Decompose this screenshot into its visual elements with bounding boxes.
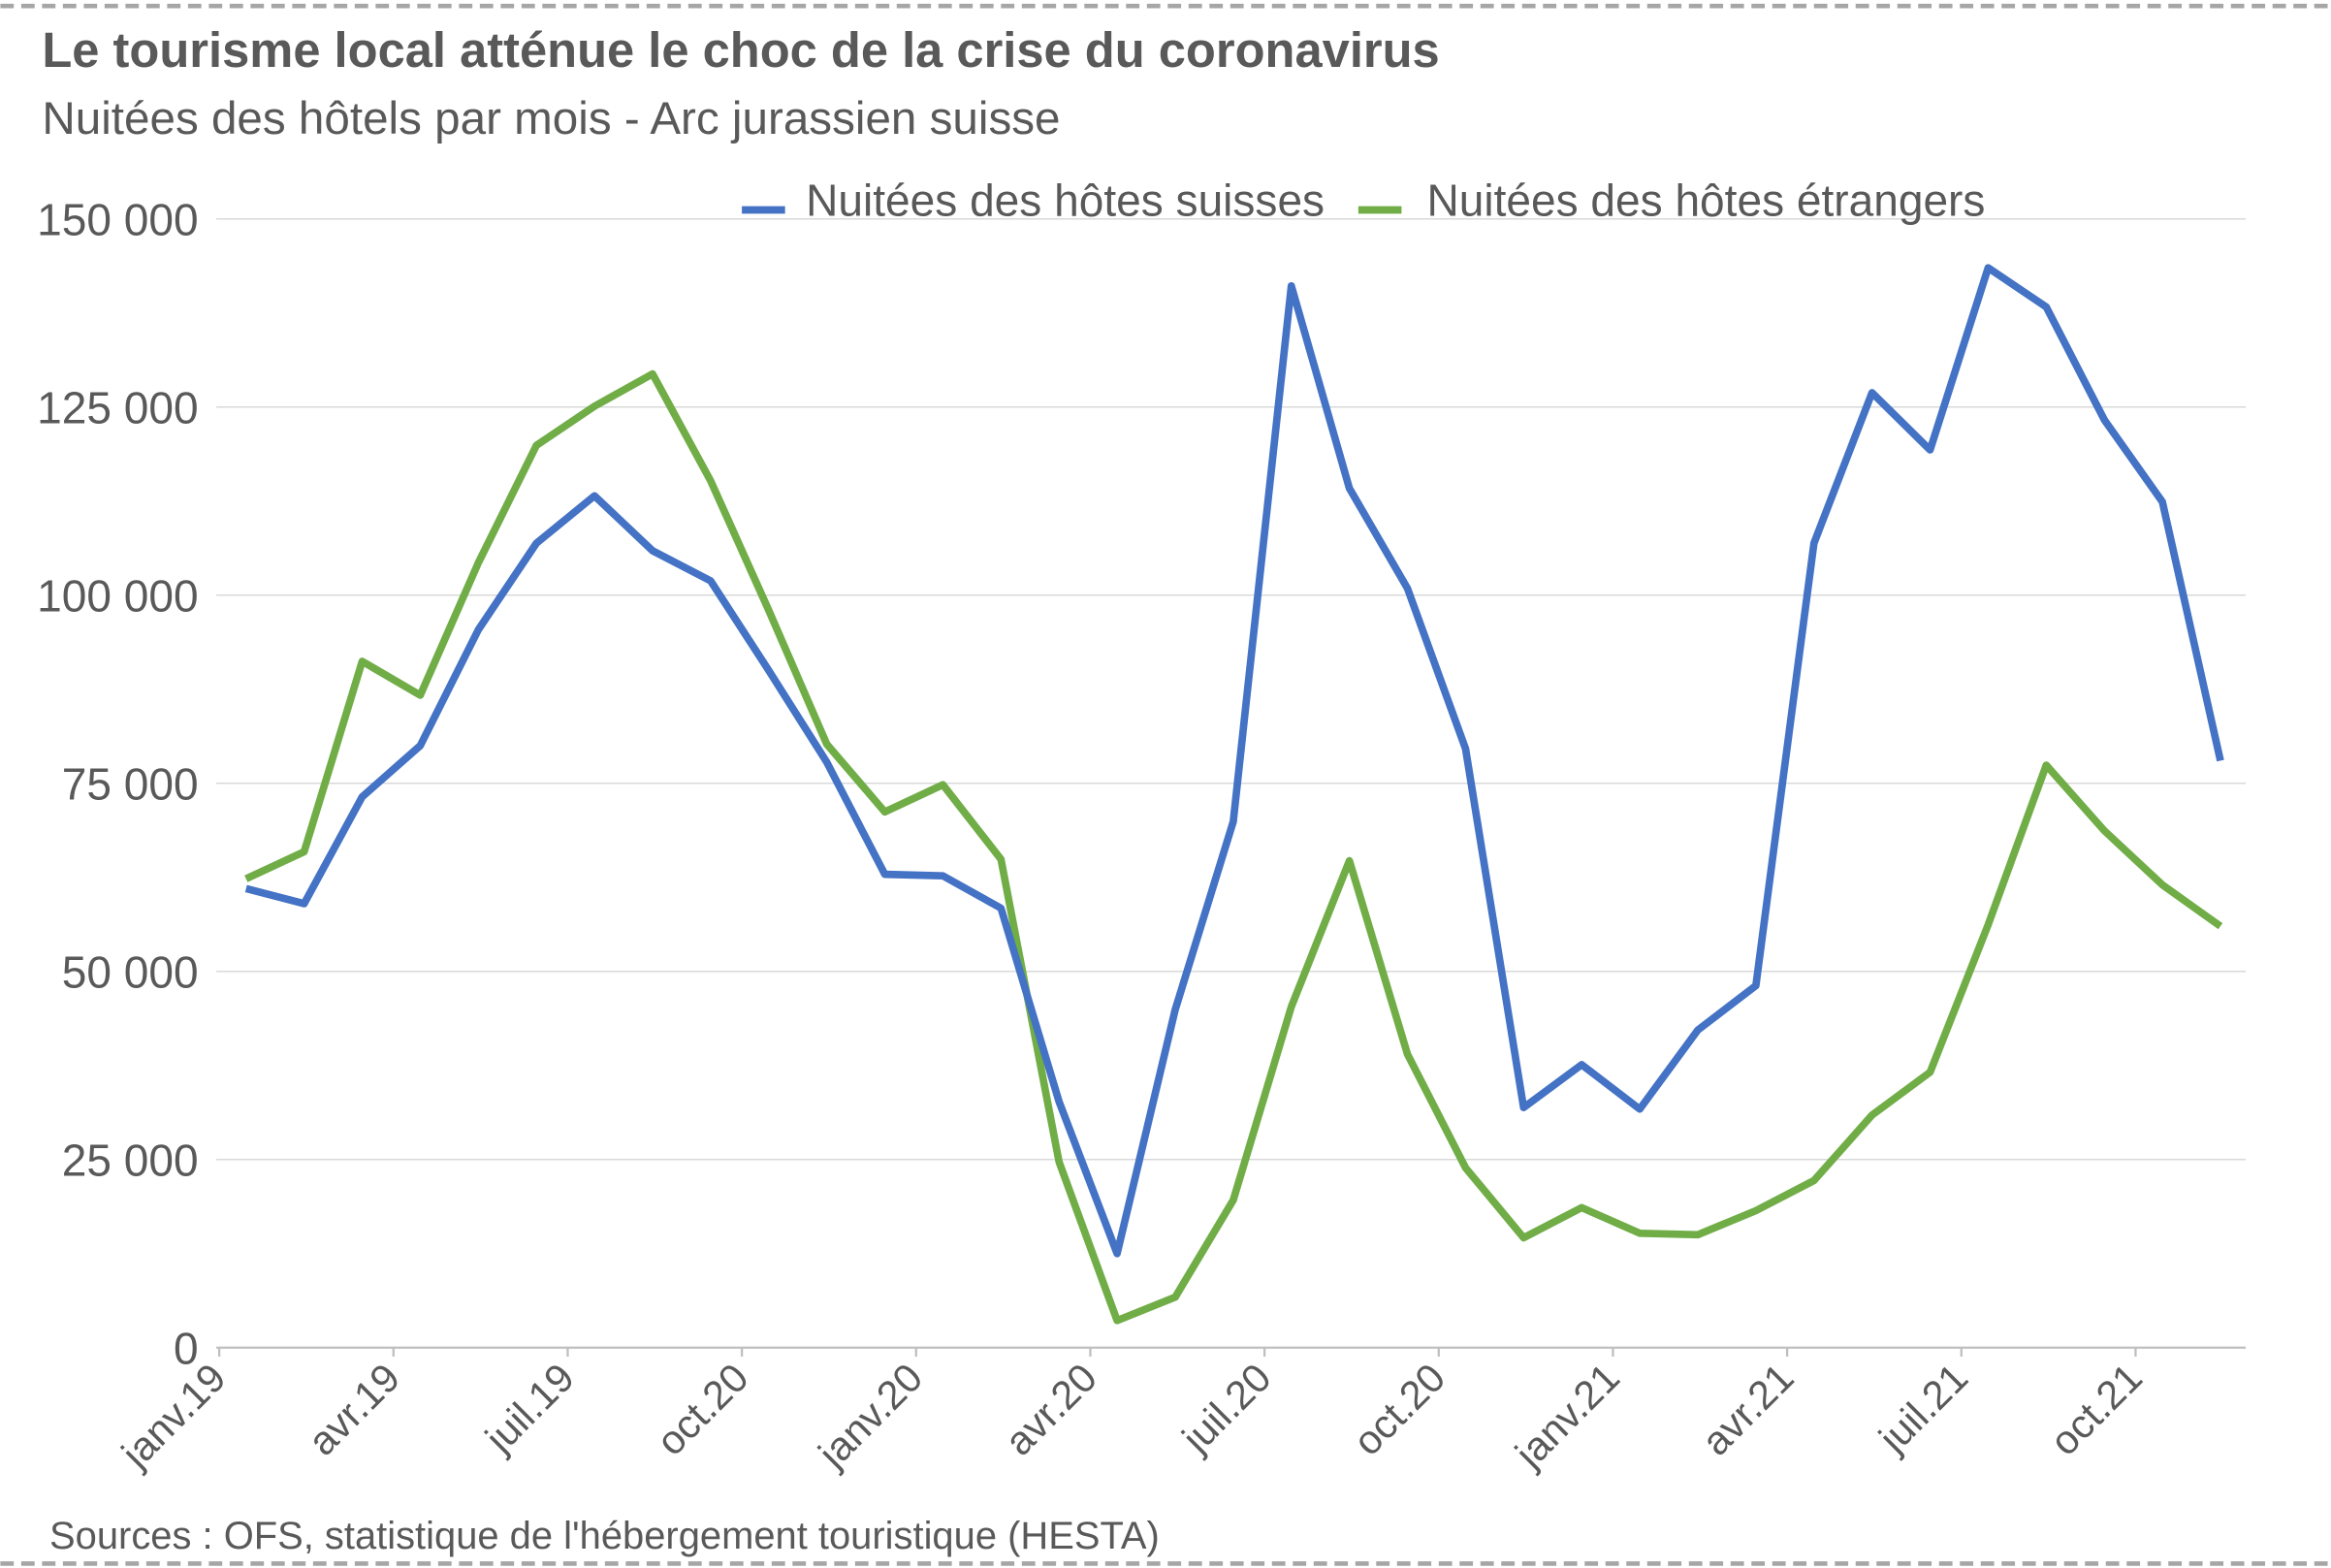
chart-subtitle: Nuitées des hôtels par mois - Arc jurass… (42, 93, 1060, 144)
chart-title: Le tourisme local atténue le choc de la … (42, 22, 1439, 78)
series-suisses (244, 264, 2224, 1258)
y-tick-label: 100 000 (37, 571, 198, 622)
y-tick-label: 125 000 (37, 383, 198, 433)
source-note: Sources : OFS, statistique de l'hébergem… (49, 1515, 1160, 1557)
x-tick-label: oct.21 (2041, 1355, 2151, 1464)
y-tick-label: 25 000 (62, 1136, 199, 1186)
x-tick-label: janv.20 (808, 1355, 931, 1478)
x-tick-label: juil.19 (475, 1355, 583, 1462)
x-tick-label: juil.21 (1868, 1355, 1976, 1462)
x-tick-label: avr.20 (996, 1355, 1105, 1464)
legend: Nuitées des hôtes suisses Nuitées des hô… (742, 176, 1985, 226)
x-tick-label: janv.21 (1505, 1355, 1628, 1478)
x-tick-label: oct.20 (648, 1355, 757, 1464)
y-tick-label: 75 000 (62, 759, 199, 810)
x-tick-label: oct.20 (1344, 1355, 1453, 1464)
y-tick-label: 0 (174, 1324, 199, 1374)
x-tick-label: avr.19 (299, 1355, 408, 1464)
y-tick-label: 50 000 (62, 947, 199, 998)
x-tick-label: juil.20 (1171, 1355, 1279, 1462)
x-tick-label: avr.21 (1693, 1355, 1803, 1464)
series-line (244, 264, 2224, 1258)
legend-label-suisses: Nuitées des hôtes suisses (806, 176, 1325, 226)
series-line (244, 369, 2223, 1325)
legend-label-etrangers: Nuitées des hôtes étrangers (1426, 176, 1985, 226)
series-etrangers (244, 369, 2223, 1325)
y-tick-label: 150 000 (37, 195, 198, 245)
